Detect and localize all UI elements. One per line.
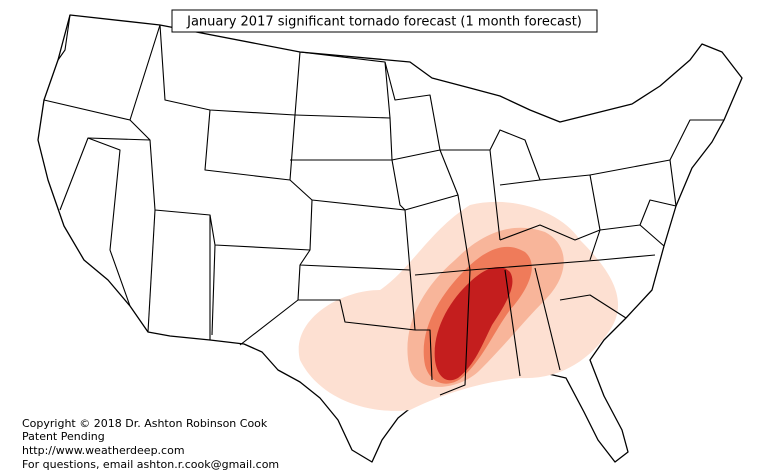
credits: Copyright © 2018 Dr. Ashton Robinson Coo… <box>22 417 279 471</box>
credit-line: For questions, email ashton.r.cook@gmail… <box>22 458 279 471</box>
credit-line: http://www.weatherdeep.com <box>22 444 185 457</box>
state-borders <box>43 14 724 396</box>
map-title: January 2017 significant tornado forecas… <box>186 15 582 30</box>
forecast-zone-peak <box>434 267 513 381</box>
credit-line: Copyright © 2018 Dr. Ashton Robinson Coo… <box>22 417 268 430</box>
title-box <box>171 9 598 33</box>
credit-line: Patent Pending <box>22 430 105 443</box>
